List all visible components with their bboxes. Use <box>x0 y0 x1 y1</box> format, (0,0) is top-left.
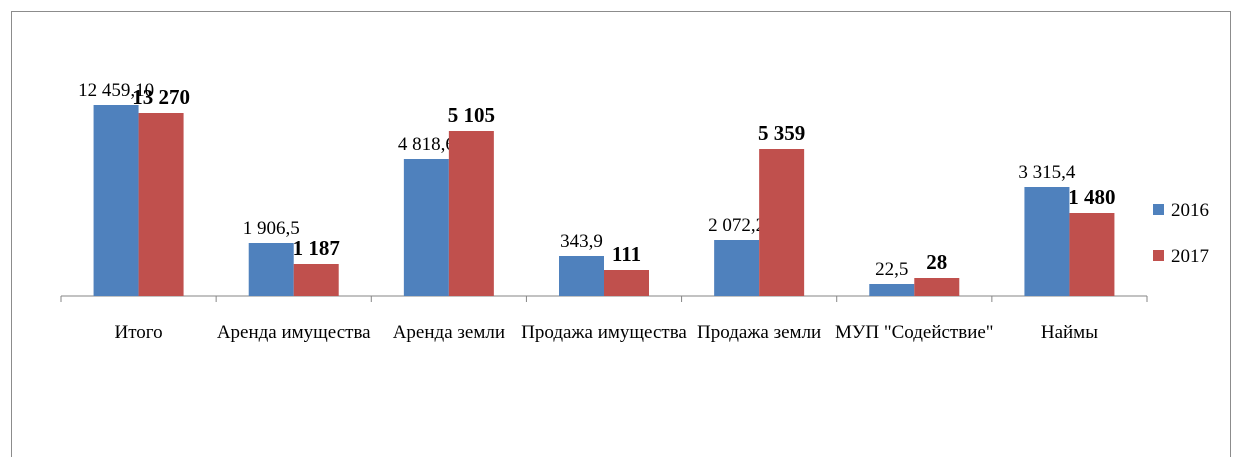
bar-2016 <box>714 240 760 296</box>
bar-2016 <box>93 105 139 296</box>
bar-2017 <box>448 131 494 296</box>
data-label-2017: 13 270 <box>132 85 190 109</box>
data-label-2017: 5 359 <box>758 121 805 145</box>
bar-2017 <box>604 270 649 296</box>
bar-2017 <box>138 113 184 296</box>
category-label: Аренда имущества <box>217 322 371 343</box>
category-label: Наймы <box>1041 322 1098 343</box>
data-label-2016: 2 072,2 <box>708 215 765 236</box>
category-label: Аренда земли <box>393 322 505 343</box>
data-label-2017: 1 480 <box>1068 185 1115 209</box>
data-label-2016: 4 818,6 <box>398 134 455 155</box>
bar-2016 <box>1024 187 1070 296</box>
bar-2016 <box>869 284 915 296</box>
bar-2016 <box>248 243 294 296</box>
legend-label-2016: 2016 <box>1171 200 1209 221</box>
category-label: Продажа имущества <box>521 322 687 343</box>
bar-2017 <box>1069 213 1115 296</box>
data-label-2016: 12 459,10 <box>78 80 154 101</box>
bar-2016 <box>559 256 604 296</box>
bar-2017 <box>914 278 960 296</box>
legend-label-2017: 2017 <box>1171 246 1209 267</box>
legend-swatch-2016 <box>1153 204 1164 215</box>
data-label-2016: 3 315,4 <box>1018 162 1076 183</box>
data-label-2016: 343,9 <box>560 231 603 252</box>
data-label-2017: 5 105 <box>448 103 495 127</box>
category-label: МУП "Содействие" <box>835 322 994 343</box>
category-label: Продажа земли <box>697 322 821 343</box>
data-label-2016: 22,5 <box>875 259 908 280</box>
data-label-2017: 1 187 <box>293 236 340 260</box>
bar-2017 <box>759 149 805 296</box>
category-label: Итого <box>115 322 163 343</box>
bar-2016 <box>403 159 449 296</box>
legend-swatch-2017 <box>1153 250 1164 261</box>
bar-2017 <box>293 264 339 296</box>
data-label-2017: 28 <box>926 250 947 274</box>
data-label-2016: 1 906,5 <box>243 218 300 239</box>
data-label-2017: 111 <box>612 242 641 266</box>
